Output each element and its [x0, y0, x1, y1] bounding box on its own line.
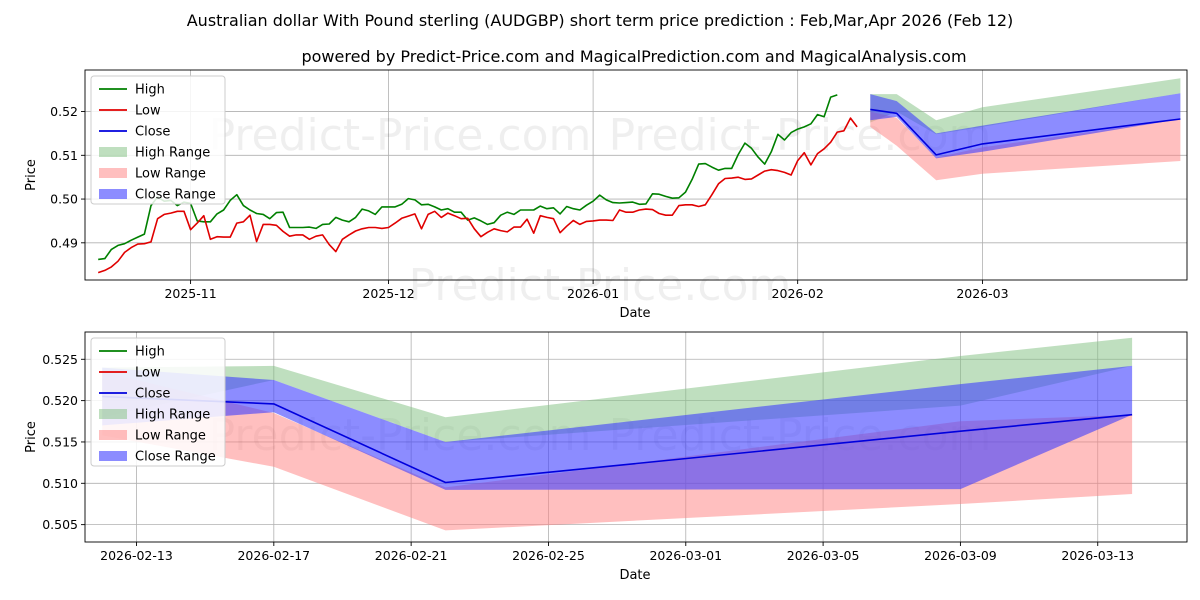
y-axis-label: Price: [24, 421, 39, 453]
x-tick-label: 2025-11: [164, 286, 216, 301]
y-axis-label: Price: [24, 159, 39, 191]
top-panel: Predict-Price.com Predict-Price.comPredic…: [24, 69, 1188, 321]
legend-high-range-swatch: [99, 147, 127, 157]
x-tick-label: 2026-01: [567, 286, 619, 301]
legend-close-range-label: Close Range: [135, 450, 216, 465]
watermark-text: Predict-Price.com: [209, 110, 592, 161]
y-tick-label: 0.515: [42, 434, 78, 449]
x-tick-label: 2026-02-13: [100, 548, 173, 563]
chart-subtitle: powered by Predict-Price.com and Magical…: [301, 47, 966, 66]
legend-high-label: High: [135, 83, 165, 98]
watermark-text: Predict-Price.com: [409, 260, 792, 311]
close-range-band: [102, 365, 1133, 490]
x-tick-label: 2026-02-17: [237, 548, 310, 563]
x-tick-label: 2026-03-05: [787, 548, 860, 563]
low-series-line: [97, 117, 858, 274]
x-tick-label: 2026-03-01: [649, 548, 722, 563]
close-series-line: [870, 108, 1181, 156]
x-axis-label: Date: [619, 568, 650, 583]
x-tick-label: 2026-03-13: [1061, 548, 1134, 563]
legend-close-label: Close: [135, 125, 170, 140]
legend-high-range-label: High Range: [135, 146, 210, 161]
legend-high-label: High: [135, 345, 165, 360]
legend-high-range-label: High Range: [135, 408, 210, 423]
y-tick-label: 0.52: [50, 104, 78, 119]
legend-low-range-label: Low Range: [135, 429, 206, 444]
axes-frame: [84, 331, 1188, 543]
x-tick-label: 2026-02-25: [512, 548, 585, 563]
legend-close-label: Close: [135, 387, 170, 402]
x-axis-label: Date: [619, 306, 650, 321]
axes-frame: [84, 69, 1188, 281]
legend-close-range-label: Close Range: [135, 188, 216, 203]
bottom-panel: Predict-Price.comPredict-Price.com2026-0…: [24, 331, 1188, 583]
chart-title: Australian dollar With Pound sterling (A…: [187, 11, 1014, 30]
y-tick-label: 0.510: [42, 476, 78, 491]
y-tick-label: 0.525: [42, 352, 78, 367]
x-tick-label: 2025-12: [362, 286, 414, 301]
legend-low-range-swatch: [99, 168, 127, 178]
low-range-band: [870, 111, 1181, 181]
x-tick-label: 2026-02-21: [375, 548, 448, 563]
x-tick-label: 2026-02: [772, 286, 824, 301]
x-tick-label: 2026-03: [956, 286, 1008, 301]
legend-close-range-swatch: [99, 189, 127, 199]
legend-low-range-label: Low Range: [135, 167, 206, 182]
legend-low-range-swatch: [99, 430, 127, 440]
y-tick-label: 0.505: [42, 517, 78, 532]
legend-high-range-swatch: [99, 409, 127, 419]
y-tick-label: 0.50: [50, 192, 78, 207]
x-tick-label: 2026-03-09: [924, 548, 997, 563]
legend-close-range-swatch: [99, 451, 127, 461]
y-tick-label: 0.520: [42, 393, 78, 408]
y-tick-label: 0.51: [50, 148, 78, 163]
low-range-band: [102, 371, 1133, 531]
y-tick-label: 0.49: [50, 235, 78, 250]
high-series-line: [98, 94, 838, 261]
close-range-band: [870, 93, 1181, 159]
legend-low-label: Low: [135, 104, 161, 119]
high-range-band: [870, 78, 1181, 135]
legend-low-label: Low: [135, 366, 161, 381]
